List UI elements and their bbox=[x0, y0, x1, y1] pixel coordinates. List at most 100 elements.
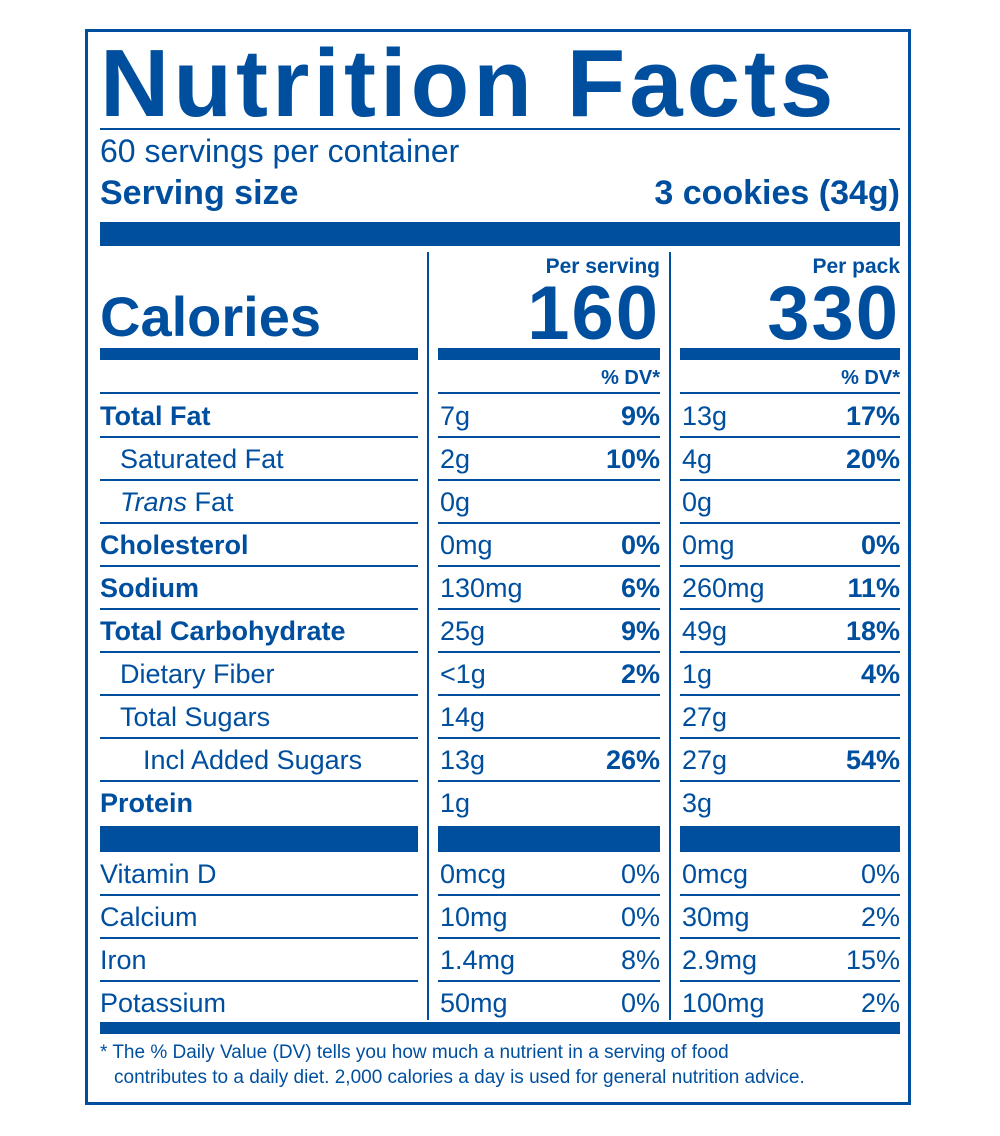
nutrient-name: Sodium bbox=[100, 573, 199, 603]
calories-bar-mid bbox=[438, 348, 660, 360]
serving-amount: 1.4mg bbox=[440, 945, 516, 975]
row-divider bbox=[438, 980, 660, 982]
calories-bar-right bbox=[680, 348, 900, 360]
nutrient-row-total-sugars: Total Sugars 14g 27g bbox=[0, 694, 1000, 737]
serving-dv bbox=[540, 479, 660, 522]
serving-amount: <1g bbox=[440, 659, 486, 689]
pack-dv bbox=[780, 780, 900, 823]
serving-amount: 2g bbox=[440, 444, 471, 474]
serving-amount: 10mg bbox=[440, 902, 508, 932]
pack-amount: 30mg bbox=[682, 902, 750, 932]
row-divider bbox=[680, 737, 900, 739]
column-separator-1 bbox=[427, 252, 429, 1020]
calories-label: Calories bbox=[100, 285, 321, 348]
serving-dv: 26% bbox=[605, 745, 660, 775]
pack-dv bbox=[780, 479, 900, 522]
row-divider bbox=[680, 565, 900, 567]
serving-dv: 0% bbox=[620, 902, 660, 932]
serving-dv: 2% bbox=[620, 659, 660, 689]
vitamin-name: Iron bbox=[100, 945, 147, 975]
nutrient-name: Protein bbox=[100, 788, 194, 818]
vitamin-bar-right bbox=[680, 826, 900, 852]
nutrient-row-total-carbohydrate: Total Carbohydrate 25g 9% 49g 18% bbox=[0, 608, 1000, 651]
nutrient-name: Total Sugars bbox=[120, 702, 271, 732]
pack-amount: 49g bbox=[682, 616, 728, 646]
pack-amount: 27g bbox=[682, 702, 728, 732]
serving-amount: 0g bbox=[440, 487, 471, 517]
pack-amount: 3g bbox=[682, 788, 713, 818]
pack-dv bbox=[780, 694, 900, 737]
nutrition-panel-border bbox=[85, 29, 911, 1105]
vitamin-name: Potassium bbox=[100, 988, 227, 1018]
footnote-line-2: contributes to a daily diet. 2,000 calor… bbox=[114, 1067, 805, 1088]
column-separator-2 bbox=[669, 252, 671, 1020]
per-pack-label: Per pack bbox=[812, 255, 900, 278]
serving-dv: 9% bbox=[620, 401, 660, 431]
row-divider bbox=[438, 937, 660, 939]
nutrient-name: Cholesterol bbox=[100, 530, 249, 560]
serving-dv: 0% bbox=[620, 530, 660, 560]
row-divider bbox=[680, 694, 900, 696]
nutrient-name: Total Carbohydrate bbox=[100, 616, 346, 646]
row-divider bbox=[100, 694, 418, 696]
pack-dv: 18% bbox=[845, 616, 900, 646]
row-divider bbox=[438, 694, 660, 696]
pack-amount: 0g bbox=[682, 487, 713, 517]
serving-size-value: 3 cookies (34g) bbox=[654, 174, 900, 212]
vitamin-row-potassium: Potassium 50mg 0% 100mg 2% bbox=[0, 980, 1000, 1023]
serving-dv: 6% bbox=[620, 573, 660, 603]
nutrient-name-rest: Fat bbox=[187, 487, 234, 517]
nutrient-row-dietary-fiber: Dietary Fiber <1g 2% 1g 4% bbox=[0, 651, 1000, 694]
row-divider bbox=[680, 479, 900, 481]
calories-per-serving: 160 bbox=[527, 271, 660, 356]
serving-amount: 0mg bbox=[440, 530, 493, 560]
pack-dv: 0% bbox=[860, 530, 900, 560]
row-divider bbox=[100, 436, 418, 438]
row-divider bbox=[680, 608, 900, 610]
serving-amount: 7g bbox=[440, 401, 471, 431]
pack-dv: 0% bbox=[860, 859, 900, 889]
row-divider bbox=[680, 651, 900, 653]
pack-amount: 1g bbox=[682, 659, 713, 689]
nutrient-row-sodium: Sodium 130mg 6% 260mg 11% bbox=[0, 565, 1000, 608]
pack-dv: 54% bbox=[845, 745, 900, 775]
row-divider bbox=[438, 737, 660, 739]
thick-divider-bottom bbox=[100, 1022, 900, 1034]
nutrient-name: Saturated Fat bbox=[120, 444, 284, 474]
calories-per-pack: 330 bbox=[767, 271, 900, 356]
daily-value-footnote: * The % Daily Value (DV) tells you how m… bbox=[100, 1040, 920, 1090]
row-divider bbox=[680, 937, 900, 939]
row-divider bbox=[680, 980, 900, 982]
title-divider bbox=[100, 128, 900, 130]
serving-dv bbox=[540, 694, 660, 737]
vitamin-bar-left bbox=[100, 826, 418, 852]
nutrient-row-protein: Protein 1g 3g bbox=[0, 780, 1000, 823]
serving-size-label: Serving size bbox=[100, 174, 299, 212]
vitamin-name: Calcium bbox=[100, 902, 198, 932]
dv-header-serving: % DV* bbox=[601, 367, 660, 389]
serving-dv: 0% bbox=[620, 859, 660, 889]
row-divider bbox=[680, 392, 900, 394]
pack-amount: 2.9mg bbox=[682, 945, 758, 975]
per-serving-label: Per serving bbox=[545, 255, 660, 278]
serving-dv: 10% bbox=[605, 444, 660, 474]
nutrient-row-saturated-fat: Saturated Fat 2g 10% 4g 20% bbox=[0, 436, 1000, 479]
vitamin-name: Vitamin D bbox=[100, 859, 217, 889]
row-divider bbox=[680, 522, 900, 524]
row-divider bbox=[100, 737, 418, 739]
serving-dv bbox=[540, 780, 660, 823]
pack-dv: 11% bbox=[847, 573, 900, 603]
serving-amount: 14g bbox=[440, 702, 486, 732]
serving-dv: 0% bbox=[620, 988, 660, 1018]
vitamin-row-vitamin-d: Vitamin D 0mcg 0% 0mcg 0% bbox=[0, 851, 1000, 894]
row-divider bbox=[438, 565, 660, 567]
pack-amount: 13g bbox=[682, 401, 728, 431]
row-divider bbox=[100, 937, 418, 939]
serving-amount: 13g bbox=[440, 745, 486, 775]
row-divider bbox=[438, 522, 660, 524]
nutrient-row-added-sugars: Incl Added Sugars 13g 26% 27g 54% bbox=[0, 737, 1000, 780]
nutrient-name: Incl Added Sugars bbox=[143, 745, 363, 775]
serving-amount: 1g bbox=[440, 788, 471, 818]
pack-amount: 27g bbox=[682, 745, 728, 775]
pack-amount: 0mcg bbox=[682, 859, 749, 889]
